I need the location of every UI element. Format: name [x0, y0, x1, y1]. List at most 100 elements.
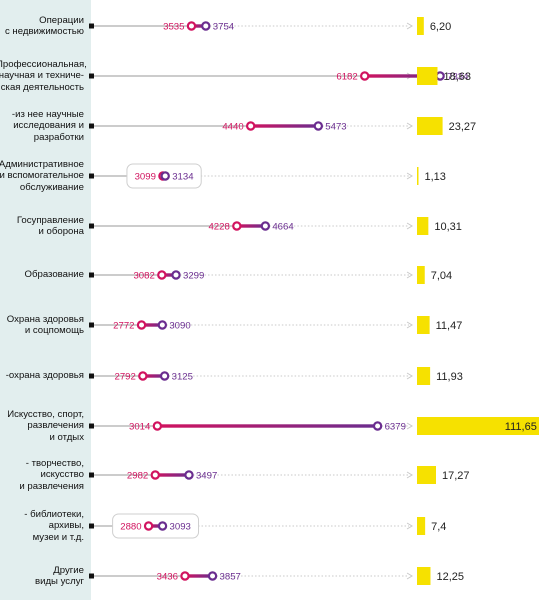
start-value-label: 2982	[127, 471, 148, 482]
guide-arrow	[406, 471, 413, 479]
ratio-bar	[417, 67, 438, 85]
end-value-label: 3090	[169, 321, 190, 332]
category-label: Охрана здоровья и соцпомощь	[6, 313, 84, 337]
end-dot	[171, 270, 181, 280]
start-value-label: 2772	[113, 321, 134, 332]
ratio-value-label: 18,63	[443, 71, 471, 83]
ratio-value-label: 111,65	[505, 421, 537, 433]
chart-row: 3535 3754 6,20	[89, 17, 451, 35]
ratio-bar	[417, 117, 443, 135]
chart-row: 3014 6379 111,65	[89, 417, 539, 435]
start-value-label: 4228	[208, 222, 229, 233]
end-value-label: 3857	[220, 572, 241, 583]
row-marker	[89, 423, 94, 429]
ratio-value-label: 1,13	[425, 171, 446, 183]
guide-arrow	[406, 422, 413, 430]
start-value-label: 3082	[133, 271, 154, 282]
end-dot	[201, 21, 211, 31]
range-bar	[148, 524, 163, 528]
start-dot	[232, 221, 242, 231]
end-value-label: 3125	[172, 372, 193, 383]
start-value-label: 2880	[120, 522, 141, 533]
row-marker	[89, 373, 94, 379]
row-marker	[89, 23, 94, 29]
row-marker	[89, 272, 94, 278]
category-label: Административное и вспомогательное обслу…	[0, 158, 84, 193]
end-value-label: 4664	[272, 222, 294, 233]
ratio-bar	[417, 517, 426, 535]
start-value-label: 3014	[129, 422, 151, 433]
chart-row: 2772 3090 11,47	[89, 316, 462, 334]
guide-arrow	[406, 572, 413, 580]
ratio-value-label: 11,47	[436, 320, 463, 332]
start-value-label: 3099	[135, 172, 156, 183]
end-value-label: 3299	[183, 271, 204, 282]
start-value-label: 6182	[336, 72, 357, 83]
chart-row: 4228 4664 10,31	[89, 217, 462, 235]
end-value-label: 3093	[170, 522, 191, 533]
category-label: Искусство, спорт, развлечения и отдых	[7, 408, 84, 443]
start-dot	[152, 421, 163, 431]
start-dot	[360, 71, 370, 81]
start-dot	[150, 470, 160, 480]
guide-arrow	[406, 271, 413, 279]
ratio-bar	[417, 466, 436, 484]
end-value-label: 3754	[213, 22, 235, 33]
start-value-label: 3535	[163, 22, 184, 33]
ratio-value-label: 23,27	[449, 121, 477, 133]
chart-row: 3099 3134 1,13	[89, 163, 446, 189]
range-bar	[250, 124, 319, 128]
start-dot	[245, 121, 256, 131]
chart-row: 3082 3299 7,04	[89, 266, 452, 284]
guide-arrow	[406, 122, 413, 130]
ratio-value-label: 12,25	[436, 571, 464, 583]
guide-arrow	[406, 522, 413, 530]
end-dot	[372, 421, 383, 431]
end-dot	[160, 171, 170, 181]
end-dot	[207, 571, 218, 581]
end-dot	[157, 320, 168, 330]
start-dot	[136, 320, 147, 330]
range-bar	[184, 574, 213, 578]
guide-arrow	[406, 22, 413, 30]
range-bar	[236, 224, 266, 228]
ratio-bar	[417, 316, 430, 334]
category-label: -охрана здоровья	[5, 370, 84, 382]
row-marker	[89, 322, 94, 328]
ratio-value-label: 6,20	[430, 21, 451, 33]
start-dot	[138, 371, 148, 381]
row-marker	[89, 123, 94, 129]
end-dot	[260, 221, 271, 231]
chart-row: 2792 3125 11,93	[89, 367, 463, 385]
range-bar	[157, 424, 378, 428]
category-label: Другие виды услуг	[35, 564, 84, 588]
category-label: Образование	[24, 269, 84, 281]
ratio-bar	[417, 217, 429, 235]
guide-arrow	[406, 172, 413, 180]
ratio-value-label: 7,4	[431, 521, 446, 533]
row-marker	[89, 523, 94, 529]
ratio-bar	[417, 167, 419, 185]
ratio-bar	[417, 417, 539, 435]
range-bar	[364, 74, 441, 78]
range-bar	[141, 323, 163, 327]
row-marker	[89, 173, 94, 179]
ratio-value-label: 17,27	[442, 470, 470, 482]
range-bar	[142, 374, 165, 378]
start-value-label: 4440	[222, 122, 243, 133]
start-dot	[143, 521, 154, 531]
category-label: - творчество, искусство и развлечения	[19, 457, 84, 492]
start-dot	[186, 21, 197, 31]
ratio-value-label: 11,93	[436, 371, 463, 383]
chart-row: 2982 3497 17,27	[89, 466, 470, 484]
start-dot	[157, 270, 167, 280]
guide-arrow	[406, 372, 413, 380]
guide-arrow	[406, 321, 413, 329]
start-value-label: 3436	[157, 572, 178, 583]
end-dot	[159, 371, 170, 381]
start-value-label: 2792	[114, 372, 135, 383]
category-label: Операции с недвижимостью	[4, 14, 84, 38]
category-label: - библиотеки, архивы, музеи и т.д.	[24, 508, 84, 543]
chart-row: 2880 3093 7,4	[89, 513, 446, 539]
